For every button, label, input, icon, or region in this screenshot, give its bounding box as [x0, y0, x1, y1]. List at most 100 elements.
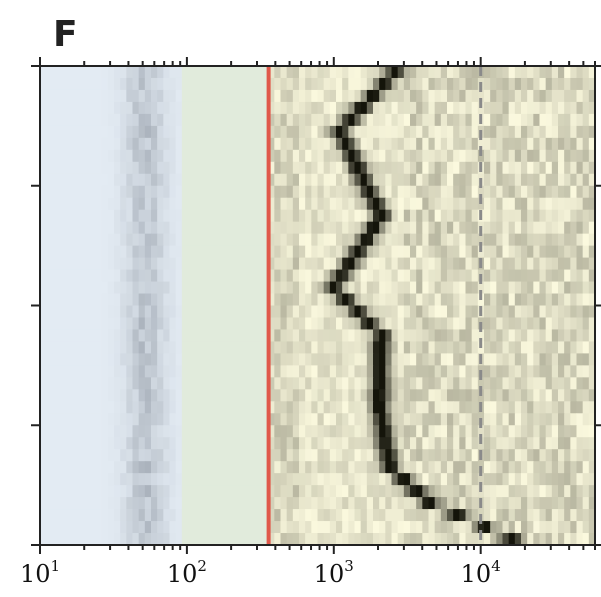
- heatmap-cell: [243, 521, 251, 534]
- heatmap-cell: [360, 413, 368, 426]
- heatmap-cell: [558, 149, 565, 163]
- heatmap-cell: [157, 233, 164, 247]
- heatmap-cell: [107, 365, 115, 378]
- heatmap-cell: [299, 293, 306, 307]
- heatmap-cell: [514, 305, 522, 319]
- heatmap-cell: [558, 329, 565, 343]
- heatmap-cell: [286, 185, 294, 199]
- heatmap-cell: [428, 449, 436, 462]
- heatmap-cell: [329, 149, 337, 163]
- heatmap-cell: [336, 101, 343, 115]
- heatmap-cell: [545, 377, 553, 390]
- heatmap-cell: [551, 365, 559, 378]
- heatmap-cell: [453, 305, 460, 319]
- heatmap-cell: [280, 509, 288, 522]
- heatmap-cell: [120, 413, 127, 426]
- heatmap-cell: [225, 473, 232, 486]
- heatmap-cell: [138, 197, 146, 211]
- heatmap-cell: [440, 77, 448, 91]
- heatmap-cell: [521, 89, 528, 103]
- heatmap-cell: [588, 365, 596, 378]
- heatmap-cell: [354, 413, 362, 426]
- heatmap-cell: [490, 425, 497, 438]
- heatmap-cell: [70, 245, 78, 259]
- heatmap-cell: [126, 77, 134, 91]
- heatmap-cell: [582, 257, 590, 271]
- heatmap-cell: [545, 341, 553, 354]
- heatmap-cell: [157, 509, 164, 522]
- heatmap-cell: [416, 437, 423, 450]
- heatmap-cell: [379, 233, 386, 247]
- heatmap-cell: [194, 137, 201, 151]
- heatmap-cell: [422, 305, 430, 319]
- heatmap-cell: [114, 281, 121, 295]
- heatmap-cell: [40, 509, 47, 522]
- heatmap-cell: [237, 173, 245, 187]
- heatmap-cell: [107, 269, 115, 283]
- heatmap-cell: [551, 161, 559, 175]
- heatmap-cell: [89, 473, 97, 486]
- heatmap-cell: [521, 113, 528, 127]
- heatmap-cell: [588, 341, 596, 354]
- heatmap-cell: [89, 329, 97, 343]
- heatmap-cell: [58, 161, 66, 175]
- heatmap-cell: [539, 389, 547, 402]
- heatmap-cell: [212, 125, 220, 139]
- heatmap-cell: [274, 413, 282, 426]
- heatmap-cell: [52, 365, 60, 378]
- heatmap-cell: [206, 245, 214, 259]
- heatmap-cell: [397, 185, 405, 199]
- heatmap-cell: [582, 137, 590, 151]
- heatmap-cell: [70, 389, 78, 402]
- heatmap-cell: [151, 401, 158, 414]
- heatmap-cell: [484, 389, 491, 402]
- heatmap-cell: [588, 329, 596, 343]
- heatmap-cell: [231, 161, 238, 175]
- heatmap-cell: [317, 497, 325, 510]
- heatmap-cell: [533, 125, 541, 139]
- heatmap-cell: [126, 66, 134, 79]
- heatmap-cell: [576, 497, 584, 510]
- heatmap-cell: [471, 425, 479, 438]
- heatmap-cell: [280, 197, 288, 211]
- heatmap-cell: [286, 437, 294, 450]
- heatmap-cell: [95, 485, 103, 498]
- heatmap-cell: [323, 173, 331, 187]
- heatmap-cell: [83, 113, 90, 127]
- heatmap-cell: [188, 449, 195, 462]
- heatmap-cell: [311, 185, 319, 199]
- heatmap-cell: [188, 329, 195, 343]
- heatmap-cell: [299, 353, 306, 366]
- heatmap-cell: [533, 521, 541, 534]
- heatmap-cell: [336, 209, 343, 223]
- heatmap-cell: [151, 533, 158, 546]
- heatmap-cell: [286, 317, 294, 331]
- heatmap-cell: [385, 197, 393, 211]
- heatmap-cell: [89, 293, 97, 307]
- heatmap-cell: [379, 125, 386, 139]
- heatmap-cell: [428, 77, 436, 91]
- heatmap-cell: [391, 473, 399, 486]
- heatmap-cell: [212, 293, 220, 307]
- heatmap-cell: [410, 329, 417, 343]
- heatmap-cell: [175, 66, 183, 79]
- heatmap-cell: [212, 485, 220, 498]
- heatmap-cell: [157, 197, 164, 211]
- heatmap-cell: [243, 89, 251, 103]
- heatmap-cell: [465, 389, 473, 402]
- heatmap-cell: [107, 425, 115, 438]
- heatmap-cell: [373, 413, 380, 426]
- heatmap-cell: [564, 293, 571, 307]
- heatmap-cell: [243, 197, 251, 211]
- heatmap-cell: [570, 413, 578, 426]
- heatmap-cell: [280, 77, 288, 91]
- heatmap-cell: [502, 509, 510, 522]
- heatmap-cell: [40, 66, 47, 79]
- heatmap-cell: [292, 125, 300, 139]
- heatmap-cell: [502, 497, 510, 510]
- heatmap-cell: [336, 185, 343, 199]
- heatmap-cell: [286, 509, 294, 522]
- heatmap-cell: [95, 89, 103, 103]
- heatmap-cell: [496, 173, 504, 187]
- heatmap-cell: [440, 173, 448, 187]
